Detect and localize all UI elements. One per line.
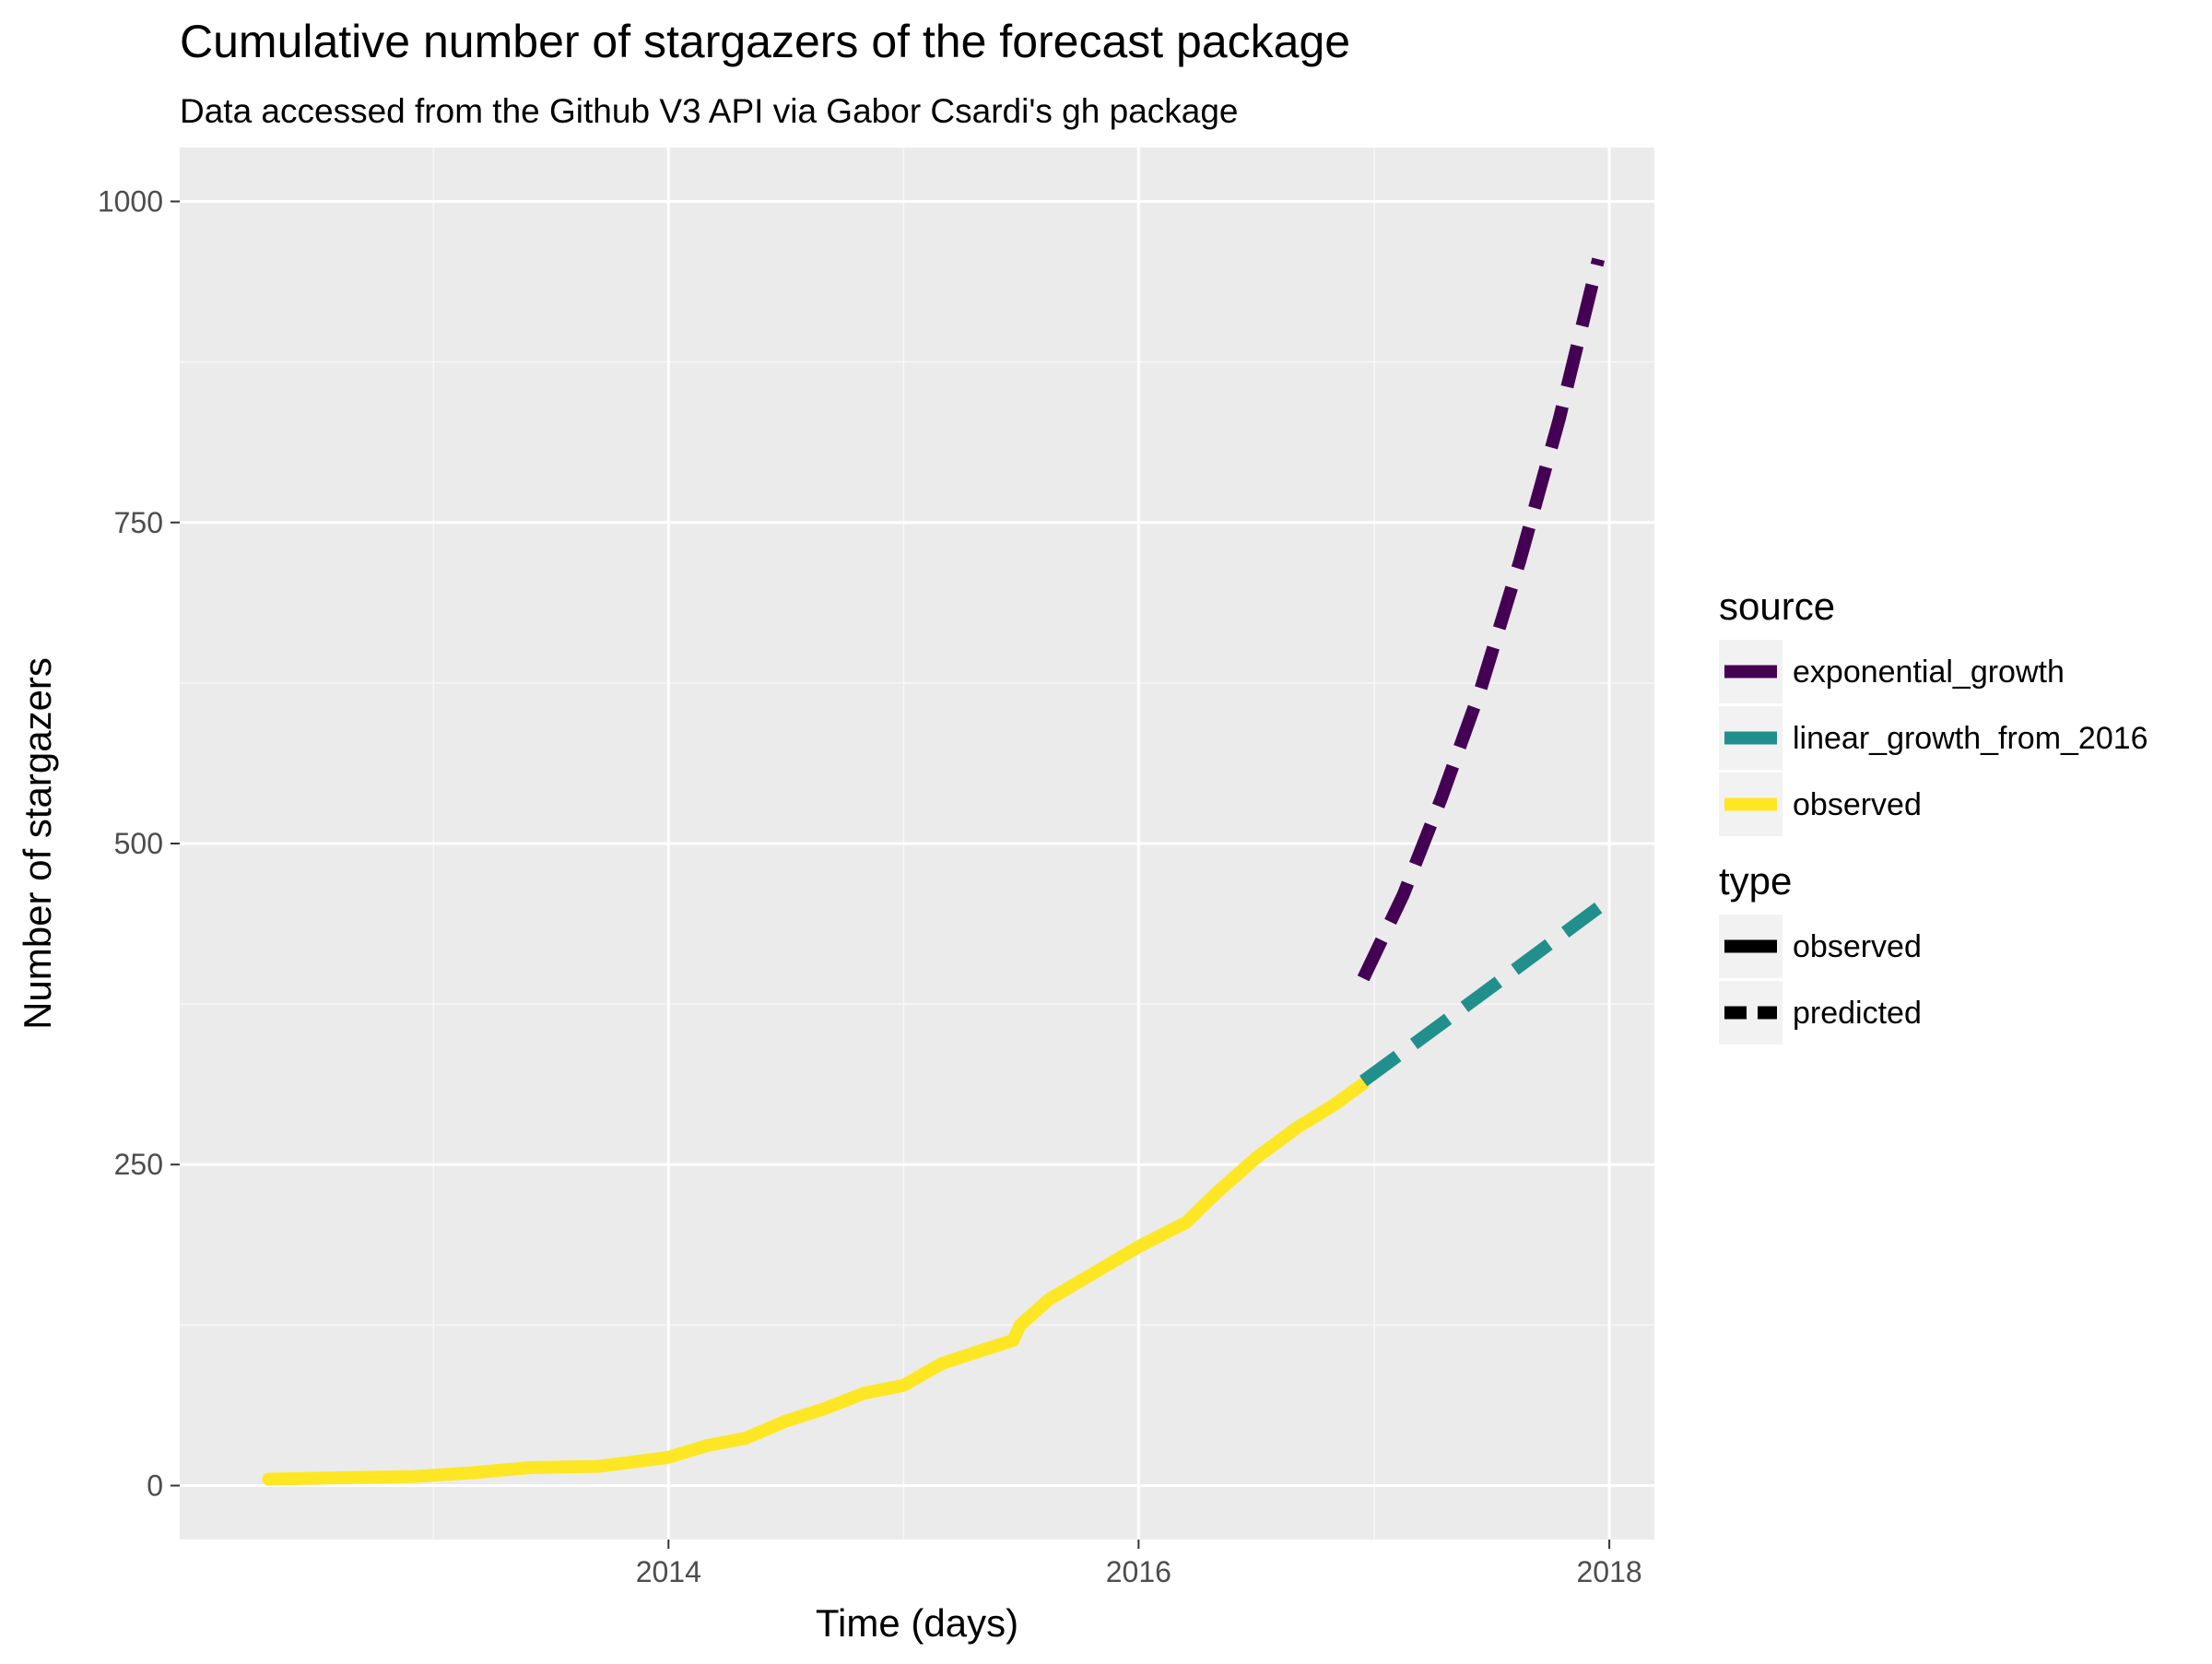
legend-label-observed: observed [1793,787,1922,822]
legend-label-linear-growth-from-2016: linear_growth_from_2016 [1793,721,2148,756]
series-line-linear-growth-from-2016 [1359,902,1603,1087]
x-tick-label: 2018 [1576,1555,1641,1588]
legend-label-predicted: predicted [1793,996,1922,1031]
legends: source exponential_growth linear_growth_fr… [1719,584,2148,1044]
y-tick-label: 1000 [98,185,163,218]
series-line-observed [262,1077,1371,1486]
grid-lines [180,148,1654,1540]
x-axis-title: Time (days) [816,1601,1018,1645]
y-tick-label: 500 [114,827,163,860]
y-tick-label: 250 [114,1148,163,1181]
x-tick-label: 2016 [1106,1555,1171,1588]
series-line-exponential-growth [1357,257,1605,982]
legend-label-observed: observed [1793,929,1922,964]
y-tick-label: 0 [147,1469,163,1502]
axes: 0 250 500 750 1000 2014 2016 2018 [98,185,1642,1588]
legend-title-source: source [1719,584,1835,628]
chart-subtitle: Data accessed from the Github V3 API via… [180,92,1239,130]
x-tick-label: 2014 [636,1555,701,1588]
legend-title-type: type [1719,859,1792,903]
series-lines [262,257,1605,1486]
y-tick-label: 750 [114,506,163,539]
y-axis-title: Number of stargazers [16,657,59,1030]
chart-title: Cumulative number of stargazers of the f… [180,16,1350,67]
legend-label-exponential-growth: exponential_growth [1793,655,2065,690]
